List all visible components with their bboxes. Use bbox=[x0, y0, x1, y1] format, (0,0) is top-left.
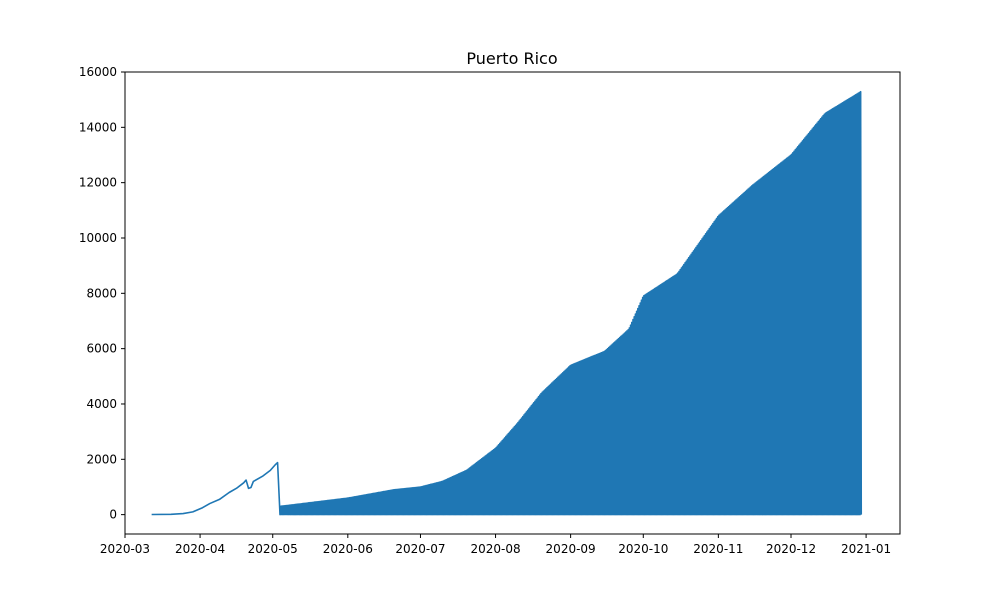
x-tick-label: 2020-10 bbox=[618, 542, 668, 556]
y-tick-label: 4000 bbox=[86, 397, 117, 411]
x-tick-label: 2020-05 bbox=[248, 542, 298, 556]
plot-area bbox=[151, 90, 863, 516]
y-tick-label: 6000 bbox=[86, 342, 117, 356]
x-tick-label: 2020-07 bbox=[395, 542, 445, 556]
x-tick-label: 2020-04 bbox=[175, 542, 225, 556]
x-tick-label: 2020-08 bbox=[470, 542, 520, 556]
y-tick-label: 8000 bbox=[86, 286, 117, 300]
y-axis: 0 2000 4000 6000 8000 10000 12000 14000 16000 bbox=[79, 65, 125, 522]
y-tick-label: 14000 bbox=[79, 120, 117, 134]
plot-frame bbox=[124, 71, 901, 535]
x-tick-label: 2020-03 bbox=[100, 542, 150, 556]
y-tick-label: 16000 bbox=[79, 65, 117, 79]
y-tick-label: 0 bbox=[109, 508, 117, 522]
x-tick-label: 2020-12 bbox=[766, 542, 816, 556]
x-tick-label: 2021-01 bbox=[841, 542, 891, 556]
x-axis: 2020-03 2020-04 2020-05 2020-06 2020-07 2020-… bbox=[100, 534, 891, 556]
y-tick-label: 10000 bbox=[79, 231, 117, 245]
y-tick-label: 12000 bbox=[79, 176, 117, 190]
series-line bbox=[151, 90, 863, 516]
x-tick-label: 2020-11 bbox=[693, 542, 743, 556]
x-tick-label: 2020-09 bbox=[546, 542, 596, 556]
x-tick-label: 2020-06 bbox=[323, 542, 373, 556]
y-tick-label: 2000 bbox=[86, 452, 117, 466]
chart-title: Puerto Rico bbox=[466, 49, 557, 68]
